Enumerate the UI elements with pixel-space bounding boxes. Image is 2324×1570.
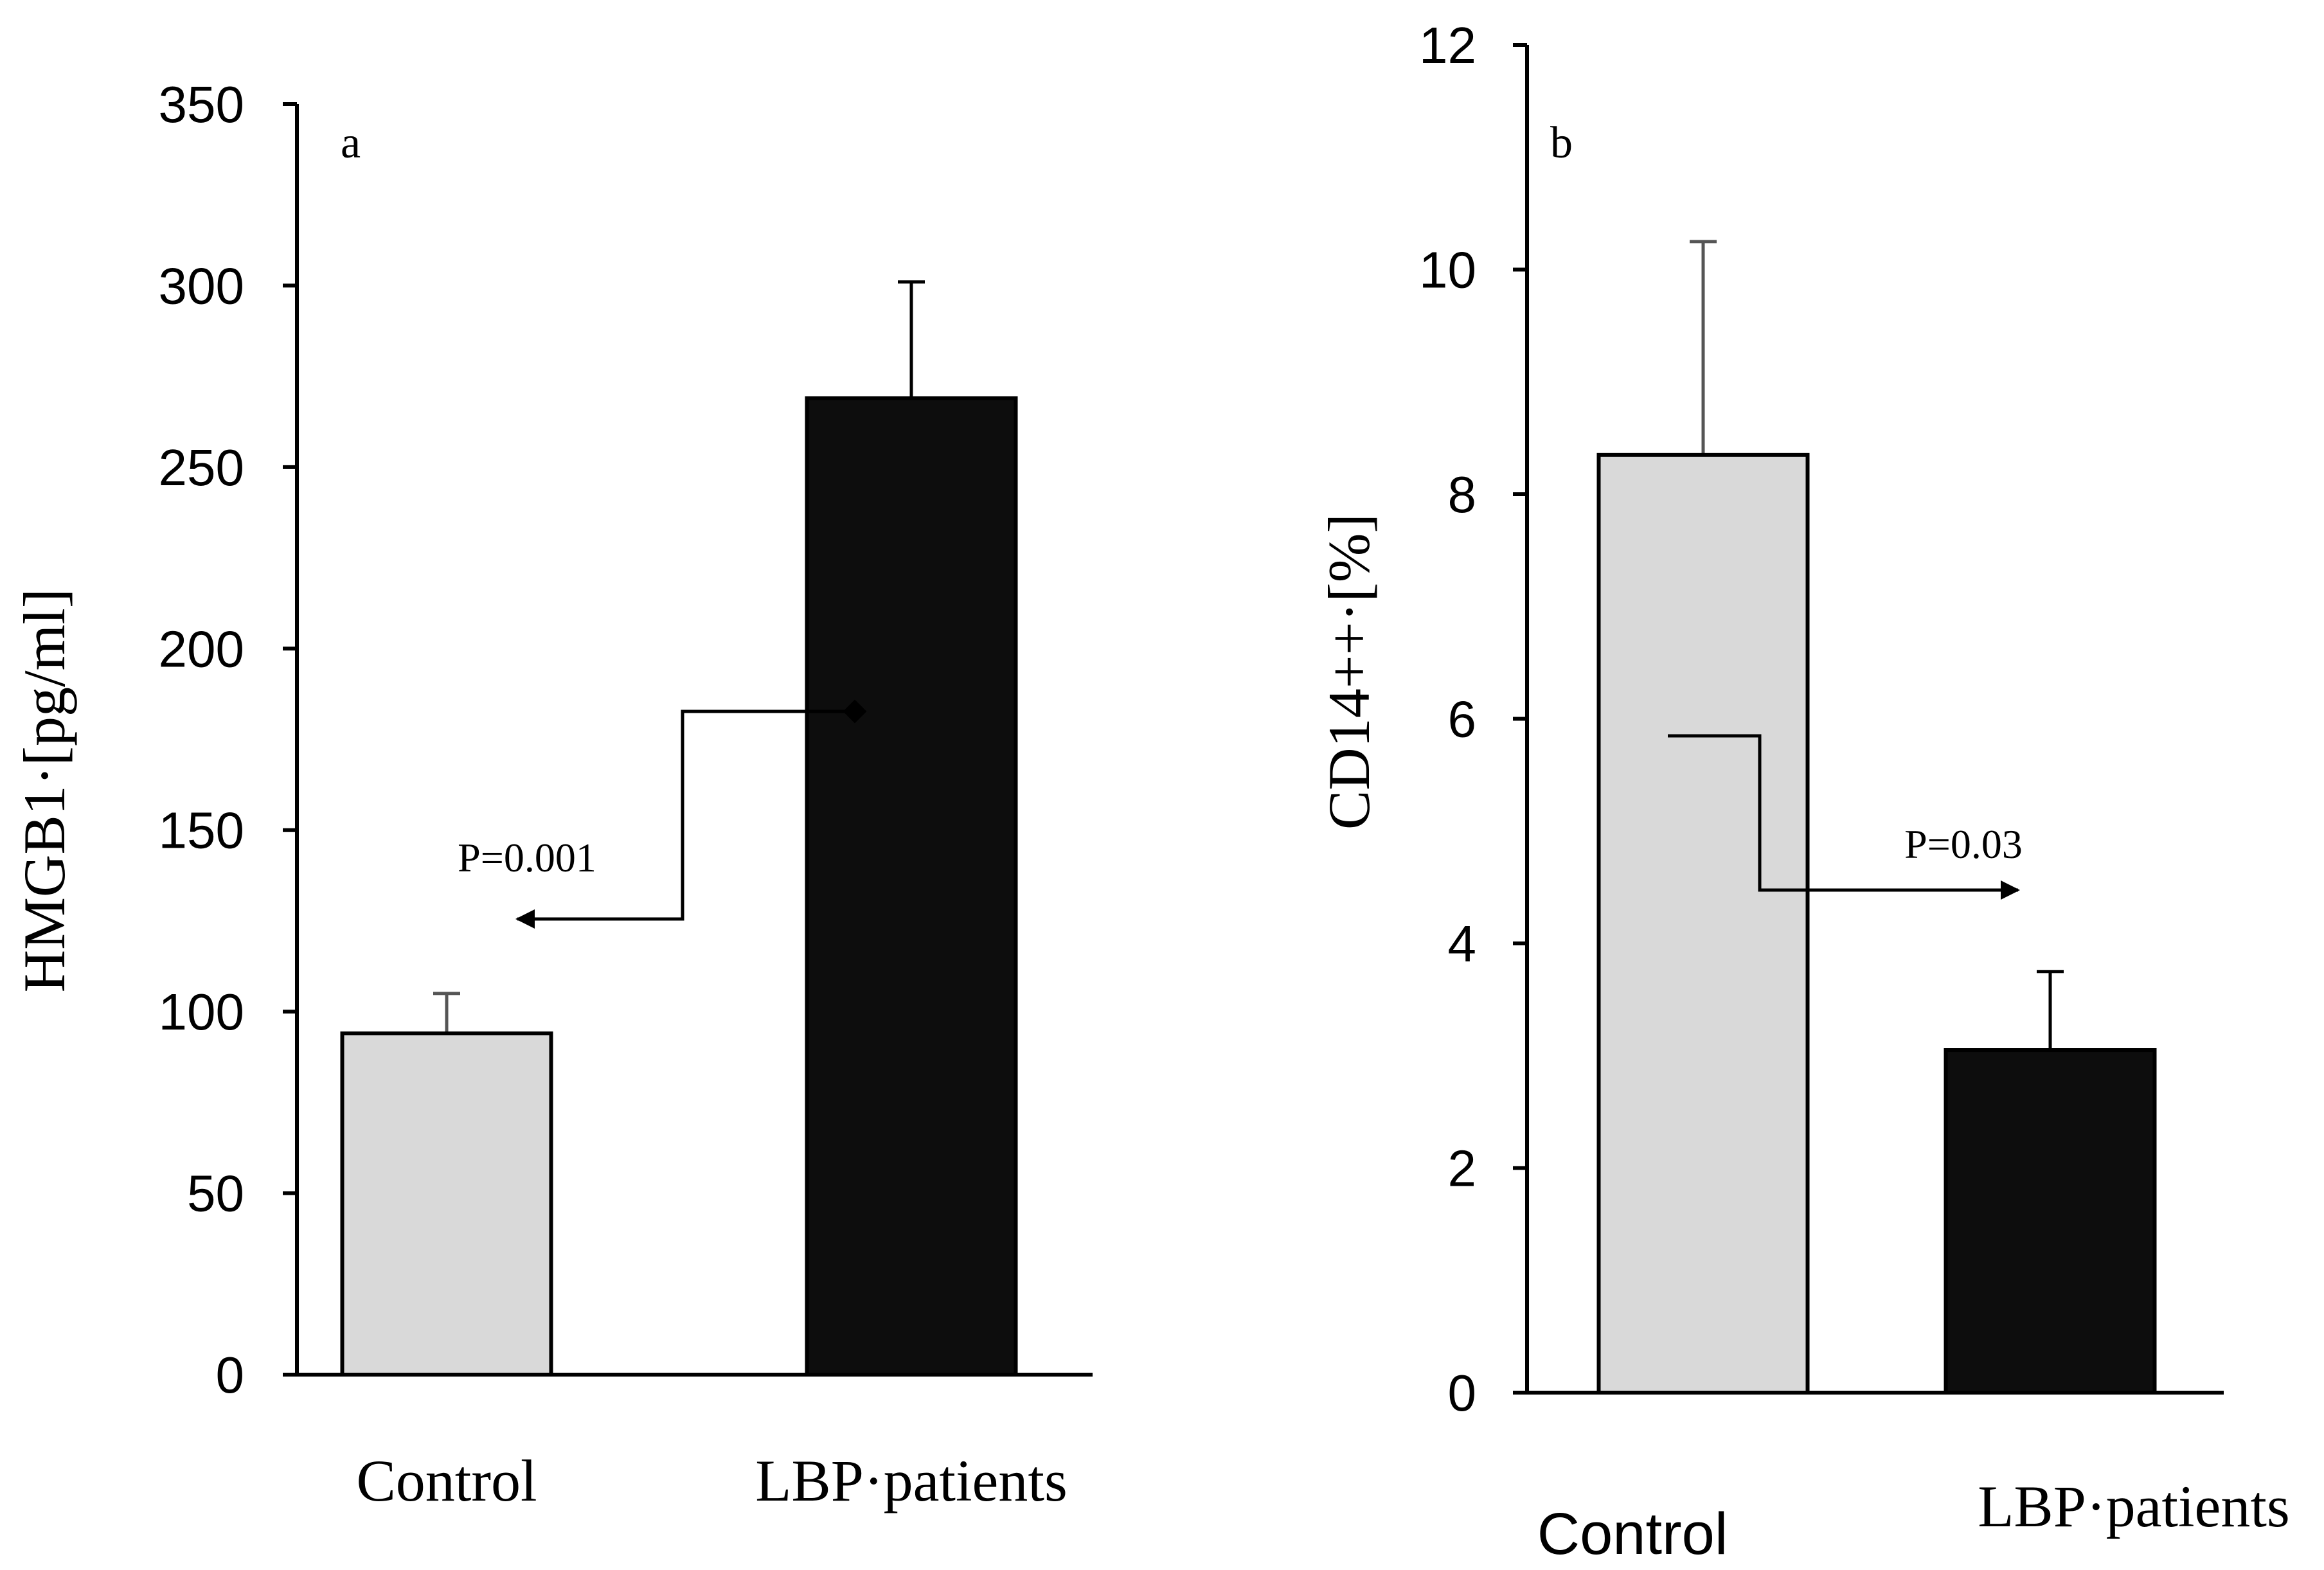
panel-b-y-tick-label: 6	[1448, 691, 1477, 748]
panel-a-category-label-control: Control	[356, 1448, 537, 1513]
panel-b-label: b	[1550, 118, 1573, 168]
panel-a-label: a	[341, 118, 361, 168]
panel-b-y-tick-label: 12	[1419, 17, 1476, 74]
panel-a-p-value: P=0.001	[458, 835, 596, 880]
panel-a-bar-lbp-patients	[805, 396, 1018, 1377]
panel-a-y-tick-label: 150	[159, 802, 244, 859]
panel-a-y-tick-label: 200	[159, 620, 244, 677]
panel-a-y-tick-label: 0	[216, 1346, 245, 1404]
panel-b-p-value: P=0.03	[1904, 821, 2023, 867]
panel-a-y-tick-labels: 0 50 100 150 200 250 300 350	[159, 76, 297, 1404]
panel-a-category-label-lbp-patients: LBP·patients	[755, 1448, 1068, 1513]
panel-b-category-label-control: Control	[1537, 1501, 1728, 1567]
panel-a-y-axis-label: HMGB1·[pg/ml]	[12, 589, 77, 993]
panel-b-y-tick-labels: 0 2 4 6 8 10 12	[1419, 17, 1527, 1422]
panel-b-bars	[1596, 240, 2157, 1395]
panel-b-y-tick-label: 0	[1448, 1364, 1477, 1422]
panel-a-y-tick-label: 300	[159, 257, 244, 314]
panel-b: b CD14++·[%] 0 2 4 6 8 10 12 Control LBP·patie…	[1316, 17, 2290, 1567]
panel-a-bars	[340, 280, 1018, 1377]
panel-a-y-tick-label: 50	[187, 1165, 244, 1222]
panel-a-y-tick-label: 250	[159, 439, 244, 496]
panel-a-y-tick-label: 100	[159, 983, 244, 1040]
panel-b-significance-bracket	[1668, 734, 2020, 900]
panel-a-bar-control	[340, 1031, 553, 1377]
panel-b-bar-lbp-patients	[1944, 1048, 2157, 1395]
panel-a: a HMGB1·[pg/ml] 0 50 100 150 200 250 300 350 Co…	[12, 76, 1093, 1513]
panel-b-y-tick-label: 10	[1419, 242, 1476, 299]
panel-b-y-tick-label: 8	[1448, 466, 1477, 523]
panel-b-bar-control	[1596, 452, 1810, 1395]
panel-b-y-axis-label: CD14++·[%]	[1316, 513, 1382, 830]
panel-b-y-tick-label: 2	[1448, 1140, 1477, 1197]
panel-b-y-tick-label: 4	[1448, 915, 1477, 972]
panel-a-significance-bracket	[515, 709, 855, 929]
panel-b-category-label-lbp-patients: LBP·patients	[1978, 1474, 2290, 1539]
panel-a-bracket-start-marker	[843, 699, 867, 724]
panel-a-y-tick-label: 350	[159, 76, 244, 133]
